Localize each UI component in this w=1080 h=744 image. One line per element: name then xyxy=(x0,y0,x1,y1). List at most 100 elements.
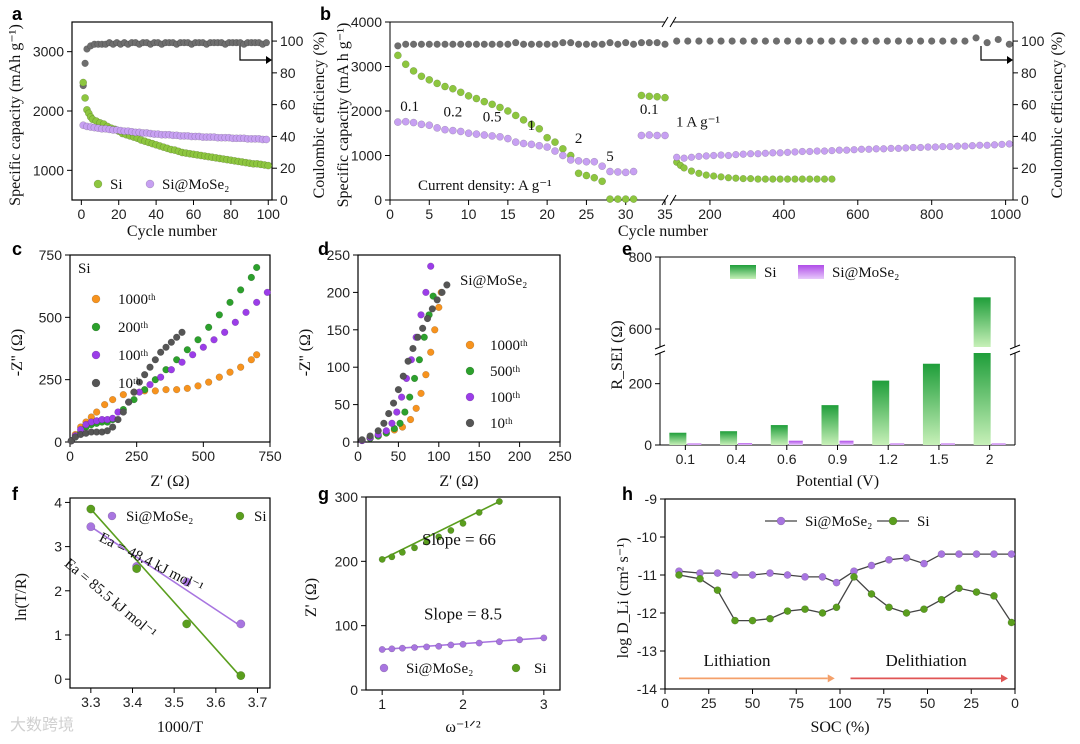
panel-c-eis-point xyxy=(221,328,229,336)
panel-b-ce-point xyxy=(512,39,520,47)
panel-d-eis-point xyxy=(358,436,366,444)
panel-h-xlabel: SOC (%) xyxy=(810,719,869,736)
panel-h-lithiation-label: Lithiation xyxy=(704,651,772,670)
panel-b-si-long-point xyxy=(732,174,740,182)
panel-d-eis-point xyxy=(394,385,403,394)
panel-b-si-point xyxy=(441,82,449,91)
panel-d-letter: d xyxy=(318,239,329,259)
panel-b-ce-point xyxy=(706,37,714,45)
panel-g-xtick-label: 3 xyxy=(540,696,548,712)
panel-d-eis-point xyxy=(422,288,430,297)
panel-b-rate-label: 2 xyxy=(575,131,583,147)
panel-c-eis-point xyxy=(167,338,175,346)
panel-d-eis-point xyxy=(380,419,388,427)
panel-a-ce-point xyxy=(81,59,89,67)
panel-h-point xyxy=(902,554,911,562)
panel-f-xtick-label: 3.6 xyxy=(206,694,226,710)
panel-h-xtick-label: 25 xyxy=(701,695,717,711)
panel-h-point xyxy=(801,605,809,614)
panel-g-mose2-point xyxy=(475,639,483,647)
panel-h-ylabel: log D_Li (cm² s⁻¹) xyxy=(615,538,632,659)
panel-a-y2tick-label: 80 xyxy=(280,65,296,81)
panel-h-point xyxy=(937,550,946,558)
panel-c-eis-point xyxy=(101,400,109,409)
panel-d-eis-point xyxy=(420,333,428,341)
panel-a-y2tick-label: 60 xyxy=(280,97,296,113)
panel-h-point xyxy=(731,571,739,579)
panel-b-mose2-long-point xyxy=(695,152,703,161)
panel-b-si-point xyxy=(606,195,614,203)
panel-g-legend-si: Si xyxy=(534,661,547,677)
panel-b-mose2-point xyxy=(606,167,614,176)
panel-b-mose2-long-point xyxy=(687,153,696,161)
panel-c-eis-point xyxy=(183,346,191,354)
panel-g-ytick-label: 200 xyxy=(335,553,359,569)
panel-e-xtick-label: 2 xyxy=(986,451,994,467)
panel-g-mose2-point xyxy=(495,638,503,646)
panel-b-ce-point xyxy=(972,34,980,42)
panel-b-si-point xyxy=(559,144,567,153)
panel-b-si-point xyxy=(637,91,646,100)
panel-g-letter: g xyxy=(318,484,329,504)
panel-b-si-point xyxy=(614,195,622,203)
panel-g-si-point xyxy=(495,498,503,505)
panel-e-ytick-label: 0 xyxy=(644,437,652,453)
panel-b-si-point xyxy=(488,100,496,109)
panel-b-mose2-long-point xyxy=(968,142,976,150)
panel-b-ce-point xyxy=(637,39,646,47)
panel-h-xtick-label: 0 xyxy=(1011,695,1019,711)
panel-g-mose2-point xyxy=(447,641,455,649)
panel-a-xtick-label: 0 xyxy=(77,206,85,222)
panel-b-si-long-point xyxy=(769,175,777,183)
panel-b-ce-point xyxy=(409,40,418,48)
panel-b-ce-point xyxy=(817,37,825,45)
panel-b-xtick-label: 0 xyxy=(386,206,394,222)
panel-b-ce-point xyxy=(939,37,947,45)
panel-b-ce-point xyxy=(1005,40,1013,48)
panel-d-legend-label: 500ᵗʰ xyxy=(490,364,520,380)
panel-c-legend-label: 10ᵗʰ xyxy=(118,376,141,392)
panel-b-mose2-point xyxy=(543,143,551,151)
panel-d-xtick-label: 150 xyxy=(468,448,492,464)
panel-d-eis-point xyxy=(397,393,406,401)
panel-f-fit-line xyxy=(90,526,242,627)
panel-e-axis-break xyxy=(1009,344,1021,350)
panel-a-arrowhead xyxy=(266,56,272,64)
panel-b-ce-point xyxy=(464,40,473,48)
panel-a-mose2-point xyxy=(262,135,271,144)
panel-b-si-long-point xyxy=(710,172,718,180)
panel-f-ytick-label: 3 xyxy=(54,539,62,555)
panel-c-eis-point xyxy=(226,368,234,376)
panel-d-legend-marker xyxy=(465,366,475,376)
panel-g-mose2-point xyxy=(398,644,406,652)
panel-d-eis-point xyxy=(406,415,415,424)
panel-a-ytick-label: 3000 xyxy=(33,44,64,60)
panel-b-mose2-point xyxy=(409,118,418,127)
panel-b-si-long-point xyxy=(806,175,814,183)
panel-b-mose2-point xyxy=(504,134,512,143)
panel-c-eis-point xyxy=(125,398,133,406)
panel-b-ce-point xyxy=(717,37,725,45)
panel-b-ce-point xyxy=(606,39,614,47)
panel-h-xtick-label: 50 xyxy=(920,695,936,711)
panel-b-mose2-point xyxy=(472,130,481,138)
panel-g-legend-mose2: Si@MoSe₂ xyxy=(406,661,473,677)
panel-h-lithiation-arrowhead xyxy=(827,674,835,683)
panel-d-eis-point xyxy=(382,427,390,435)
panel-e-xtick-label: 0.4 xyxy=(726,451,746,467)
panel-d-eis-point xyxy=(435,303,443,312)
panel-b-ce-point xyxy=(861,37,869,45)
panel-d-eis-point xyxy=(399,372,407,380)
panel-b-mose2-point xyxy=(480,131,489,139)
panel-b-si-point xyxy=(590,173,599,182)
panel-b-ce-point xyxy=(653,39,661,47)
panel-d-ytick-label: 100 xyxy=(327,359,351,375)
panel-b-xtick-label: 10 xyxy=(461,206,477,222)
panel-b-mose2-point xyxy=(464,129,473,138)
panel-c-eis-point xyxy=(130,388,138,396)
panel-h-point xyxy=(972,550,981,558)
panel-b-mose2-long-point xyxy=(835,146,843,154)
panel-c-xlabel: Z' (Ω) xyxy=(150,473,189,490)
panel-d-eis-point xyxy=(401,408,409,416)
panel-e-ytick-label: 600 xyxy=(629,321,653,337)
